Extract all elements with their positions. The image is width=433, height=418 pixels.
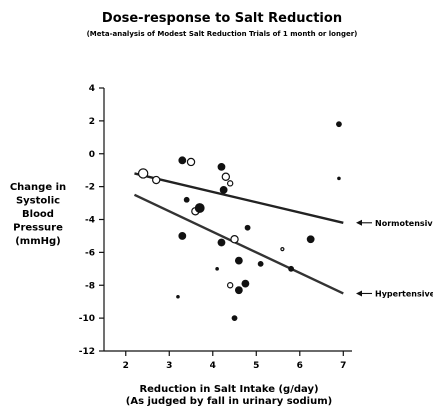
- hypertensives-point: [234, 256, 243, 265]
- hypertensives-point: [194, 203, 205, 213]
- hypertensives-point: [234, 286, 243, 295]
- normotensives-point: [226, 180, 234, 187]
- normotensives-point: [280, 246, 285, 252]
- y-tick-label: -12: [79, 347, 95, 357]
- x-axis-label-line: Reduction in Salt Intake (g/day): [139, 384, 318, 395]
- hypertensives-point: [217, 162, 226, 171]
- y-tick-label: -8: [85, 281, 95, 291]
- data-points: [137, 121, 342, 322]
- y-axis-label-line: Blood: [22, 209, 54, 220]
- x-ticks: 2 3 4 5 6 7: [123, 351, 346, 371]
- x-tick-label: 4: [210, 361, 216, 371]
- y-axis-label: Change in Systolic Blood Pressure (mmHg): [10, 182, 66, 247]
- y-tick-label: -10: [79, 314, 95, 324]
- series-annotations: Normotensives Hypertensives: [356, 219, 433, 298]
- hypertensives-annotation: Hypertensives: [375, 289, 433, 298]
- y-tick-label: -6: [85, 248, 95, 258]
- x-tick-label: 7: [340, 361, 346, 371]
- hypertensives-point: [215, 267, 219, 271]
- normotensives-arrowhead: [356, 219, 362, 226]
- hypertensives-point: [337, 176, 341, 181]
- y-tick-label: 0: [89, 150, 95, 160]
- normotensives-point: [186, 157, 196, 167]
- hypertensives-point: [217, 238, 226, 247]
- hypertensives-point: [257, 260, 264, 267]
- normotensives-regression-line: [134, 172, 344, 224]
- hypertensives-point: [288, 265, 294, 272]
- hypertensives-point: [178, 156, 187, 165]
- normotensives-annotation: Normotensives: [375, 219, 433, 228]
- x-tick-label: 6: [297, 361, 303, 371]
- hypertensives-point: [176, 294, 180, 299]
- hypertensives-arrowhead: [356, 290, 362, 297]
- regression-lines: [133, 172, 344, 295]
- hypertensives-regression-line: [133, 193, 344, 295]
- hypertensives-point: [231, 315, 238, 322]
- hypertensives-point: [178, 232, 187, 240]
- y-axis-label-line: Change in: [10, 182, 66, 193]
- y-tick-label: -2: [85, 183, 95, 193]
- hypertensives-point: [241, 279, 250, 288]
- y-tick-label: 2: [89, 117, 95, 127]
- hypertensives-point: [306, 235, 315, 244]
- hypertensives-point: [336, 121, 342, 128]
- y-axis-label-line: Pressure: [13, 223, 63, 234]
- x-tick-label: 5: [253, 361, 259, 371]
- y-axis-label-line: (mmHg): [15, 236, 61, 247]
- y-ticks: 4 2 0 -2 -4 -6 -8 -10 -12: [79, 84, 104, 357]
- normotensives-point: [226, 282, 234, 289]
- x-tick-label: 3: [166, 361, 172, 371]
- hypertensives-point: [183, 196, 190, 203]
- hypertensives-point: [244, 224, 251, 231]
- y-axis-label-line: Systolic: [16, 196, 60, 207]
- normotensives-point: [152, 175, 161, 185]
- chart-title: Dose-response to Salt Reduction: [102, 11, 342, 26]
- normotensives-point: [137, 168, 149, 179]
- hypertensives-point: [219, 186, 228, 194]
- x-axis-label: Reduction in Salt Intake (g/day)(As judg…: [126, 384, 332, 407]
- y-tick-label: -4: [85, 216, 95, 226]
- x-tick-label: 2: [123, 361, 129, 371]
- chart-subtitle: (Meta-analysis of Modest Salt Reduction …: [87, 30, 358, 38]
- normotensives-point: [230, 235, 239, 244]
- x-axis-label-line: (As judged by fall in urinary sodium): [126, 396, 332, 407]
- normotensives-point: [221, 172, 231, 181]
- y-tick-label: 4: [89, 84, 95, 94]
